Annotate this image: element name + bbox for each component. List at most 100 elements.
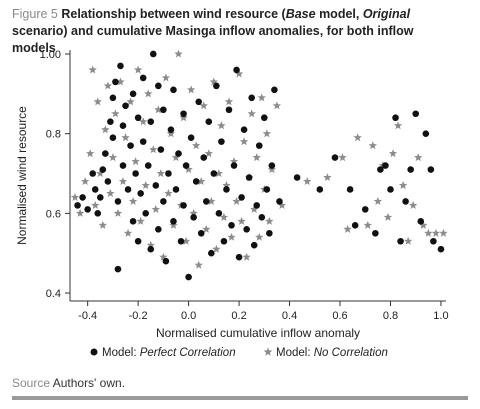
data-point-perfect-correlation	[89, 170, 97, 177]
data-point-no-correlation	[207, 197, 216, 205]
data-point-no-correlation	[431, 228, 441, 237]
data-point-no-correlation	[424, 228, 433, 237]
data-point-no-correlation	[116, 77, 125, 86]
data-point-perfect-correlation	[258, 214, 266, 221]
data-point-perfect-correlation	[165, 170, 172, 177]
data-point-no-correlation	[131, 157, 140, 166]
data-point-perfect-correlation	[392, 114, 399, 122]
data-point-no-correlation	[363, 220, 372, 229]
data-point-no-correlation	[237, 216, 246, 225]
data-point-perfect-correlation	[149, 50, 157, 58]
legend-star-icon	[263, 347, 273, 356]
data-point-perfect-correlation	[268, 162, 276, 169]
data-point-perfect-correlation	[182, 162, 190, 169]
data-point-perfect-correlation	[104, 178, 112, 185]
data-point-no-correlation	[393, 121, 403, 130]
data-point-no-correlation	[80, 177, 90, 186]
data-point-perfect-correlation	[94, 210, 102, 217]
data-point-perfect-correlation	[417, 218, 425, 225]
y-axis-label: Normalised wind resource	[15, 106, 29, 245]
data-point-no-correlation	[189, 208, 198, 217]
data-point-perfect-correlation	[238, 194, 245, 201]
source-text: Authors' own.	[50, 376, 126, 390]
data-point-perfect-correlation	[253, 202, 261, 209]
data-point-no-correlation	[272, 101, 282, 110]
data-point-perfect-correlation	[261, 114, 268, 122]
data-point-no-correlation	[111, 109, 120, 118]
chart-marks	[70, 49, 448, 281]
data-point-perfect-correlation	[180, 202, 187, 209]
data-point-no-correlation	[118, 177, 128, 186]
data-point-no-correlation	[257, 93, 266, 102]
data-point-no-correlation	[141, 181, 150, 190]
data-point-perfect-correlation	[230, 162, 238, 169]
x-tick-label: 0.4	[282, 310, 297, 322]
data-point-no-correlation	[121, 133, 130, 142]
data-point-perfect-correlation	[134, 237, 142, 245]
data-point-no-correlation	[204, 149, 213, 158]
data-point-no-correlation	[265, 216, 274, 225]
figure-label: Figure 5	[12, 7, 58, 21]
data-point-no-correlation	[128, 197, 138, 205]
data-point-no-correlation	[323, 173, 332, 182]
y-tick-label: 0.6	[46, 208, 61, 220]
x-tick-label: 0.0	[181, 310, 196, 322]
data-point-perfect-correlation	[430, 237, 437, 245]
chart-axes: -0.4 -0.2 0.0 0.2 0.4 0.6 0.8 1.0 0.4 0.6 0.8 1.00 N…	[15, 49, 449, 340]
figure-title-part: Base	[285, 7, 316, 21]
data-point-no-correlation	[194, 260, 203, 269]
data-point-no-correlation	[222, 181, 231, 190]
data-point-perfect-correlation	[266, 229, 273, 237]
data-point-no-correlation	[252, 153, 261, 162]
data-point-perfect-correlation	[213, 82, 220, 90]
data-point-no-correlation	[88, 65, 97, 74]
data-point-no-correlation	[96, 169, 105, 178]
data-point-perfect-correlation	[402, 198, 409, 205]
data-point-perfect-correlation	[129, 218, 137, 225]
figure-caption: Figure 5 Relationship between wind resou…	[12, 6, 452, 57]
figure-title-part: model,	[315, 7, 363, 21]
data-point-perfect-correlation	[197, 229, 205, 237]
data-point-perfect-correlation	[331, 154, 339, 161]
data-point-no-correlation	[229, 157, 239, 166]
data-point-perfect-correlation	[412, 110, 420, 118]
data-point-no-correlation	[403, 236, 413, 245]
x-tick-label: -0.4	[78, 310, 97, 322]
data-point-perfect-correlation	[218, 138, 225, 145]
figure-title-part: Original	[362, 7, 411, 21]
data-point-perfect-correlation	[147, 245, 155, 253]
data-point-no-correlation	[136, 216, 145, 225]
data-point-no-correlation	[151, 204, 160, 213]
data-point-perfect-correlation	[248, 94, 255, 102]
data-point-perfect-correlation	[235, 253, 243, 261]
data-point-perfect-correlation	[114, 265, 122, 273]
data-point-perfect-correlation	[293, 174, 301, 181]
data-point-perfect-correlation	[397, 237, 404, 245]
data-point-perfect-correlation	[361, 206, 369, 213]
data-point-no-correlation	[139, 117, 148, 126]
data-point-no-correlation	[212, 244, 221, 253]
data-point-no-correlation	[169, 220, 178, 229]
data-point-perfect-correlation	[84, 206, 91, 213]
data-point-perfect-correlation	[170, 86, 177, 94]
data-point-no-correlation	[123, 228, 133, 237]
data-point-no-correlation	[419, 220, 428, 229]
data-point-no-correlation	[103, 81, 113, 90]
data-point-no-correlation	[91, 200, 100, 209]
data-point-perfect-correlation	[134, 114, 142, 122]
data-point-no-correlation	[277, 200, 287, 209]
data-point-perfect-correlation	[225, 106, 233, 114]
data-point-perfect-correlation	[79, 194, 86, 201]
data-point-perfect-correlation	[407, 166, 414, 173]
figure-title: Relationship between wind resource (Base…	[12, 7, 413, 55]
data-point-no-correlation	[174, 49, 183, 58]
data-point-perfect-correlation	[346, 186, 354, 193]
y-tick-label: 1.00	[40, 49, 61, 61]
data-point-no-correlation	[383, 212, 393, 221]
data-point-perfect-correlation	[233, 66, 240, 74]
data-point-perfect-correlation	[167, 126, 175, 133]
data-point-perfect-correlation	[162, 257, 170, 265]
data-point-no-correlation	[224, 97, 234, 106]
data-point-perfect-correlation	[190, 214, 197, 221]
x-tick-label: 0.6	[332, 310, 347, 322]
